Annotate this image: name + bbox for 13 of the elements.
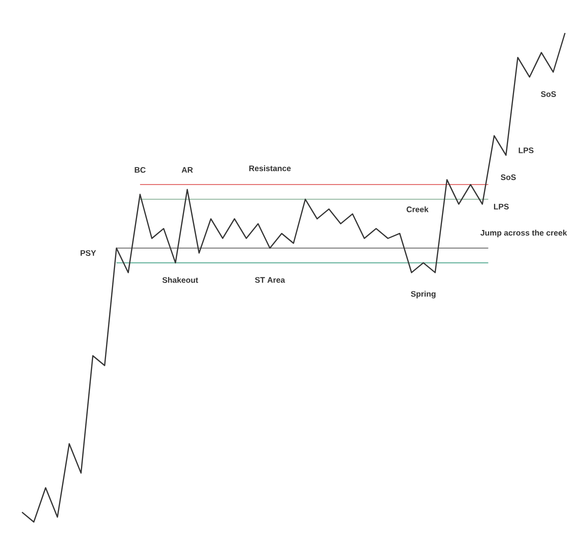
annotation: BC — [134, 167, 146, 173]
ref-line-label: Creek — [406, 206, 429, 212]
annotation: PSY — [80, 250, 96, 256]
annotation: LPS — [494, 204, 509, 210]
annotation: Shakeout — [162, 276, 198, 283]
annotation: Jump across the creek — [480, 230, 568, 238]
annotation: Spring — [410, 290, 436, 298]
annotation: LPS — [518, 148, 534, 154]
annotation: AR — [182, 167, 193, 173]
annotation: ST Area — [255, 277, 286, 283]
annotation: SoS — [540, 91, 556, 97]
ref-line-label: Resistance — [249, 165, 291, 172]
annotation: SoS — [500, 174, 516, 180]
